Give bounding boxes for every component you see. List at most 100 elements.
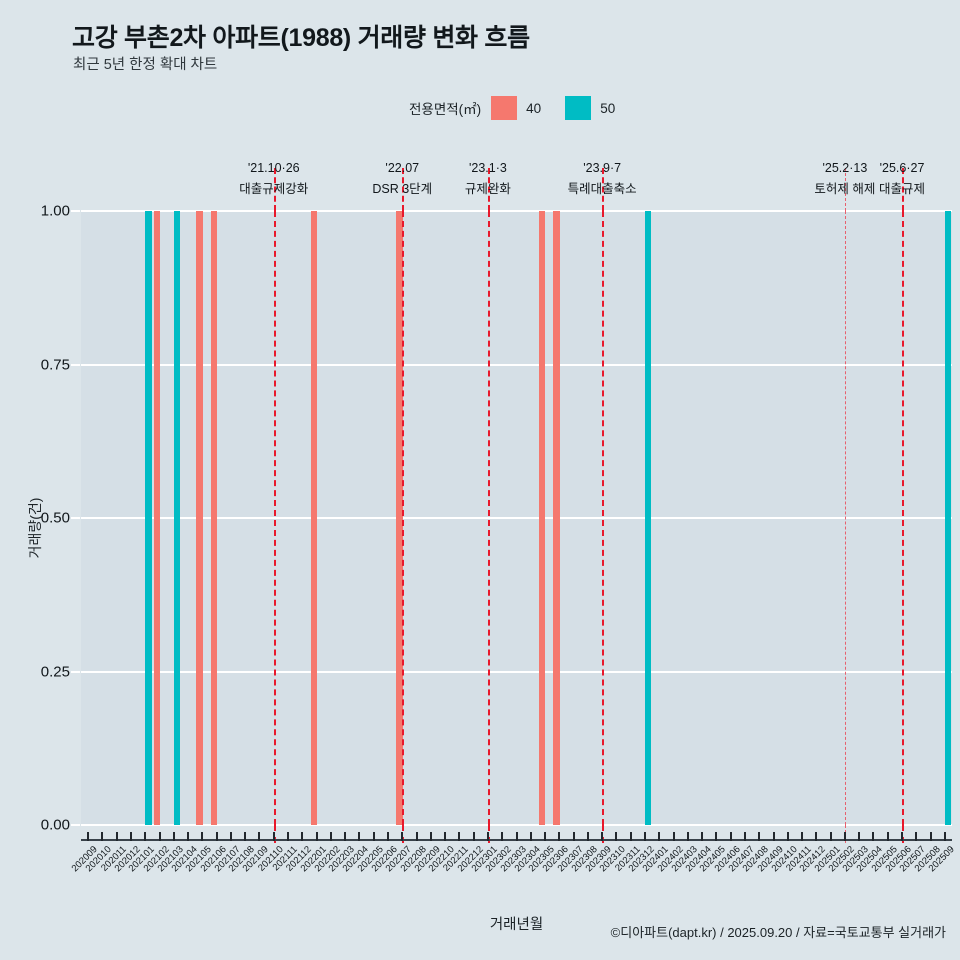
event-tick-202506: [902, 168, 905, 211]
x-tick-mark: [429, 832, 432, 841]
x-tick-mark: [301, 832, 304, 841]
bar-40-202201: [310, 211, 317, 825]
x-tick-mark: [229, 832, 232, 841]
event-tick-202207: [402, 168, 405, 211]
y-tick-label: 0.50: [40, 509, 70, 527]
x-tick-mark: [401, 832, 404, 841]
event-tick-lower-202506: [902, 825, 905, 843]
x-tick-mark: [772, 832, 775, 841]
bar-40-202306: [553, 211, 560, 825]
event-line-202506: [902, 211, 905, 825]
x-tick-mark: [929, 832, 932, 841]
x-tick-mark: [901, 832, 904, 841]
legend: 전용면적(㎡) 40 50: [409, 95, 639, 121]
x-tick-mark: [258, 832, 261, 841]
gridline: [81, 670, 952, 673]
bar-40-202106: [210, 211, 218, 825]
x-tick-mark: [558, 832, 561, 841]
x-axis-title: 거래년월: [489, 917, 544, 933]
x-tick-mark: [572, 832, 575, 841]
x-tick-mark: [501, 832, 504, 841]
legend-title: 전용면적(㎡): [409, 102, 482, 117]
gridline: [81, 210, 952, 212]
bar-40-202207: [396, 211, 403, 825]
event-date-label: '22.07: [385, 161, 420, 175]
x-tick-mark: [172, 832, 175, 841]
x-tick-mark: [658, 832, 661, 841]
event-name-label: 대출규제: [879, 182, 926, 196]
x-tick-mark: [829, 832, 832, 841]
bar-40-202102: [153, 211, 160, 825]
y-axis: 0.00 0.25 0.50 0.75 1.00: [0, 203, 70, 834]
legend-swatch-50: [565, 96, 592, 120]
x-tick-mark: [915, 832, 918, 841]
event-line-202110: [273, 211, 276, 825]
x-tick-mark: [144, 832, 147, 841]
event-name-label: 특례대출축소: [567, 182, 637, 196]
event-date-label: '25.2·13: [822, 161, 868, 175]
x-tick-mark: [201, 832, 204, 841]
x-tick-mark: [701, 832, 704, 841]
event-name-label: 대출규제강화: [239, 182, 309, 196]
x-tick-mark: [458, 832, 461, 841]
event-line-202502: [844, 211, 846, 825]
event-tick-lower-202309: [602, 825, 605, 843]
event-line-202207: [402, 211, 405, 825]
x-tick-mark: [843, 832, 846, 841]
event-tick-202502: [844, 168, 846, 211]
event-tick-202110: [273, 168, 276, 211]
legend-label-50: 50: [600, 100, 616, 116]
legend-swatch-40: [491, 96, 518, 120]
x-tick-mark: [372, 832, 375, 841]
y-tick-label: 1.00: [40, 202, 70, 220]
bar-50-202103: [173, 211, 181, 825]
y-tick-mark: [71, 210, 80, 212]
x-tick-mark: [215, 832, 218, 841]
y-tick-mark: [71, 670, 80, 673]
y-tick-mark: [71, 824, 80, 826]
event-tick-202309: [602, 168, 605, 211]
x-tick-mark: [415, 832, 418, 841]
x-axis: 거래년월 202009 202010 202011 202012 202101 20210…: [70, 825, 957, 945]
x-tick-mark: [329, 832, 332, 841]
y-tick-label: 0.00: [40, 816, 70, 834]
gridline: [81, 517, 952, 519]
x-tick-mark: [629, 832, 632, 841]
x-tick-mark: [815, 832, 818, 841]
x-tick-mark: [758, 832, 761, 841]
x-tick-mark: [515, 832, 518, 841]
event-tick-lower-202110: [273, 825, 276, 843]
x-tick-mark: [115, 832, 118, 841]
x-tick-mark: [158, 832, 161, 841]
x-tick-mark: [586, 832, 589, 841]
x-tick-mark: [644, 832, 646, 841]
footer-credit: ©디아파트(dapt.kr) / 2025.09.20 / 자료=국토교통부 실…: [610, 925, 946, 940]
event-date-label: '21.10·26: [247, 161, 300, 175]
event-name-label: DSR 3단계: [372, 182, 433, 196]
y-tick-label: 0.25: [40, 663, 70, 680]
bar-50-202312: [645, 211, 652, 825]
x-tick-mark: [872, 832, 875, 841]
x-tick-mark: [87, 832, 90, 841]
x-tick-mark: [358, 832, 361, 841]
x-tick-mark: [615, 832, 618, 841]
x-tick-mark: [187, 832, 190, 841]
x-tick-mark: [743, 832, 746, 841]
x-tick-mark: [715, 832, 718, 841]
x-tick-mark: [129, 832, 132, 841]
x-tick-mark: [287, 832, 290, 841]
y-axis-title: 거래량(건): [27, 497, 43, 559]
event-date-label: '23.1·3: [469, 161, 507, 175]
event-tick-lower-202207: [402, 825, 405, 843]
y-tick-label: 0.75: [40, 356, 70, 373]
x-tick-mark: [244, 832, 247, 841]
x-tick-mark: [686, 832, 689, 841]
legend-label-40: 40: [526, 100, 542, 116]
x-tick-mark: [786, 832, 789, 841]
event-date-label: '25.6·27: [879, 161, 925, 175]
x-tick-mark: [344, 832, 347, 841]
x-tick-mark: [601, 832, 604, 841]
event-name-label: 토허제 해제: [814, 182, 876, 196]
plot-area: [81, 210, 952, 826]
